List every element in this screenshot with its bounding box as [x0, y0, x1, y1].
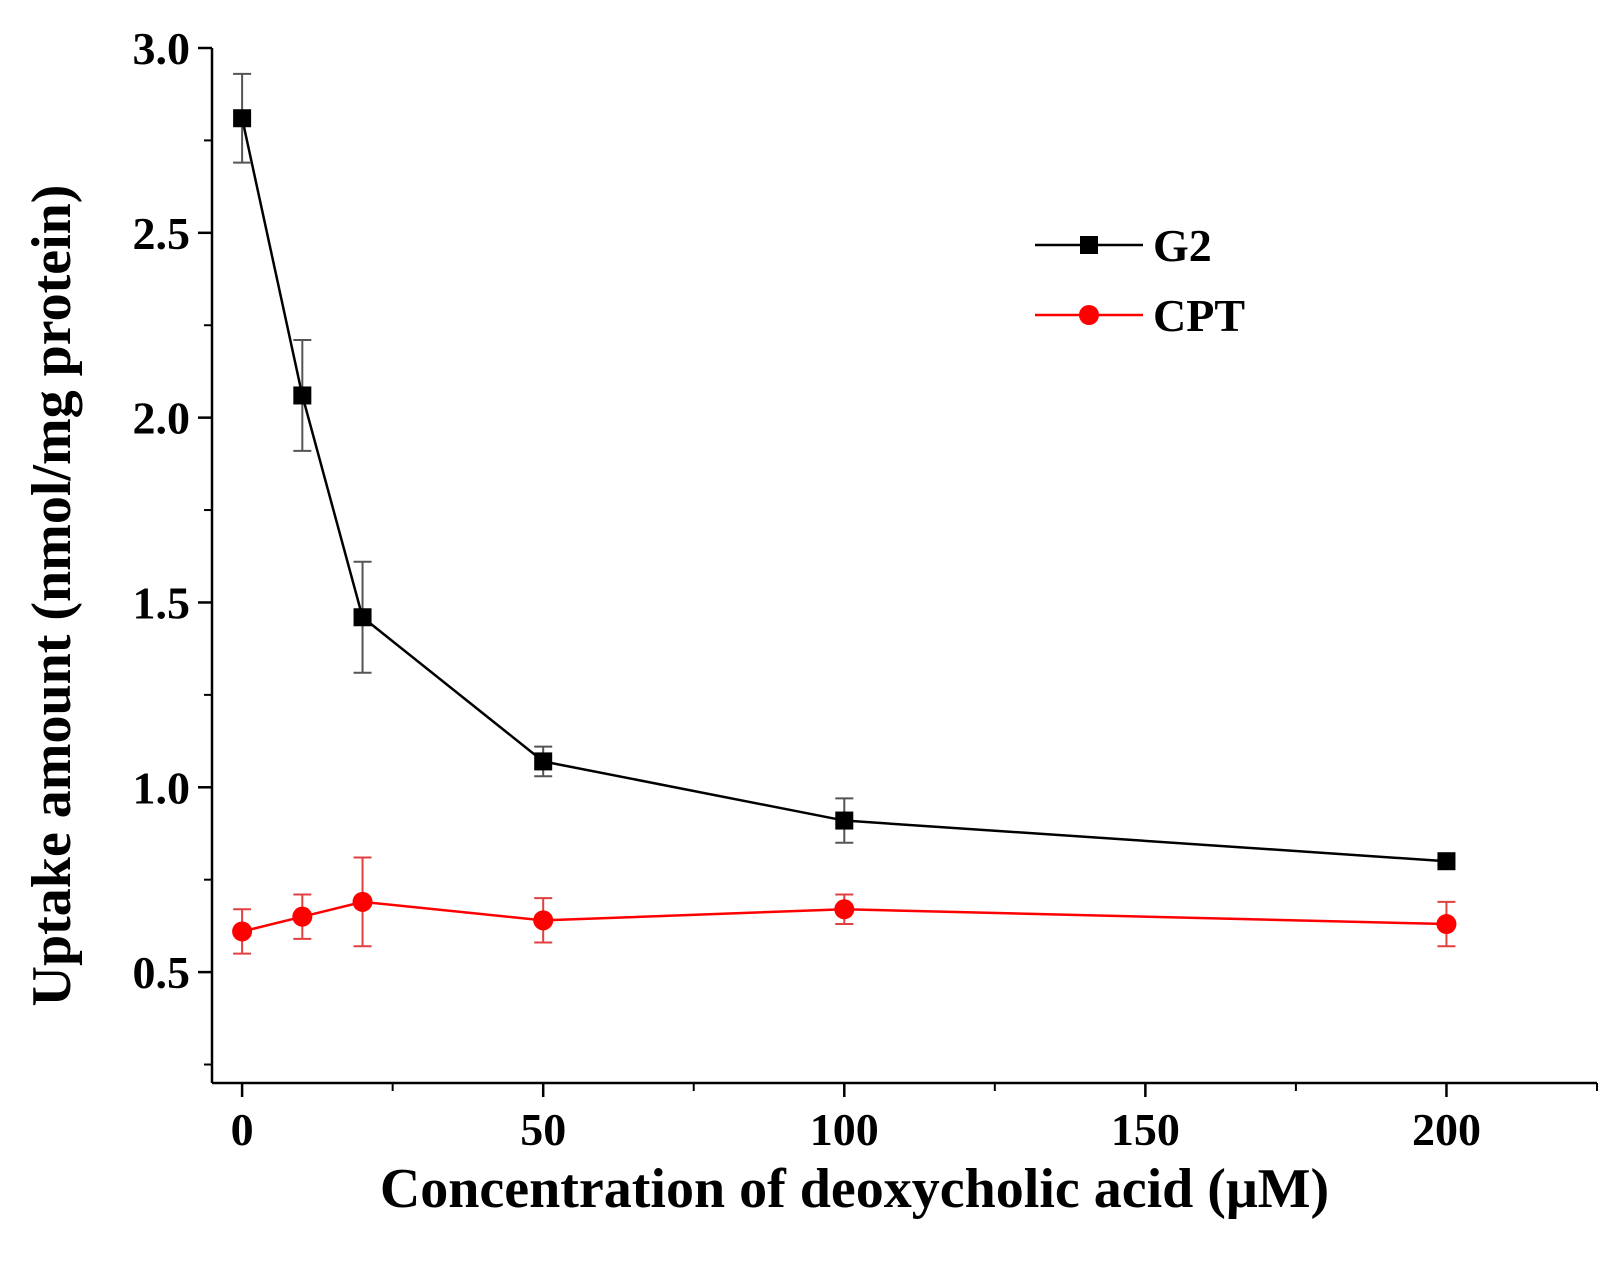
x-tick-label: 50	[520, 1104, 566, 1155]
y-tick-label: 2.5	[133, 208, 191, 259]
data-point-cpt	[834, 899, 855, 920]
y-tick-label: 2.0	[133, 393, 191, 444]
data-point-cpt	[1436, 914, 1457, 935]
data-point-g2	[233, 109, 252, 128]
data-point-cpt	[352, 891, 373, 912]
y-tick-label: 0.5	[133, 947, 191, 998]
x-tick-label: 100	[810, 1104, 879, 1155]
axes: 0.5 1.0 1.5 2.0 2.5 3.0 0 50 100 150 200	[133, 23, 1598, 1155]
y-tick-label: 3.0	[133, 23, 191, 74]
data-point-g2	[835, 811, 854, 830]
data-point-g2	[353, 608, 372, 627]
y-tick-label: 1.5	[133, 577, 191, 628]
series-line-cpt	[241, 900, 1447, 933]
x-tick-label: 0	[231, 1104, 254, 1155]
x-tick-label: 200	[1412, 1104, 1481, 1155]
data-point-g2	[534, 752, 553, 771]
legend-marker-cpt	[1079, 305, 1099, 325]
legend-label-g2: G2	[1153, 220, 1212, 271]
x-tick-label: 150	[1111, 1104, 1180, 1155]
y-tick-label: 1.0	[133, 762, 191, 813]
series-line-g2	[240, 117, 1447, 863]
data-point-g2	[1437, 852, 1456, 871]
data-point-cpt	[292, 906, 313, 927]
y-axis-title: Uptake amount (nmol/mg protein)	[21, 185, 83, 1007]
legend: G2 CPT	[1035, 220, 1245, 341]
x-axis-title: Concentration of deoxycholic acid (μM)	[380, 1158, 1329, 1220]
data-point-g2	[293, 386, 312, 405]
legend-marker-g2	[1080, 236, 1098, 254]
legend-label-cpt: CPT	[1153, 290, 1245, 341]
plot-area	[232, 72, 1457, 955]
data-point-cpt	[533, 910, 554, 931]
data-point-cpt	[232, 921, 253, 942]
